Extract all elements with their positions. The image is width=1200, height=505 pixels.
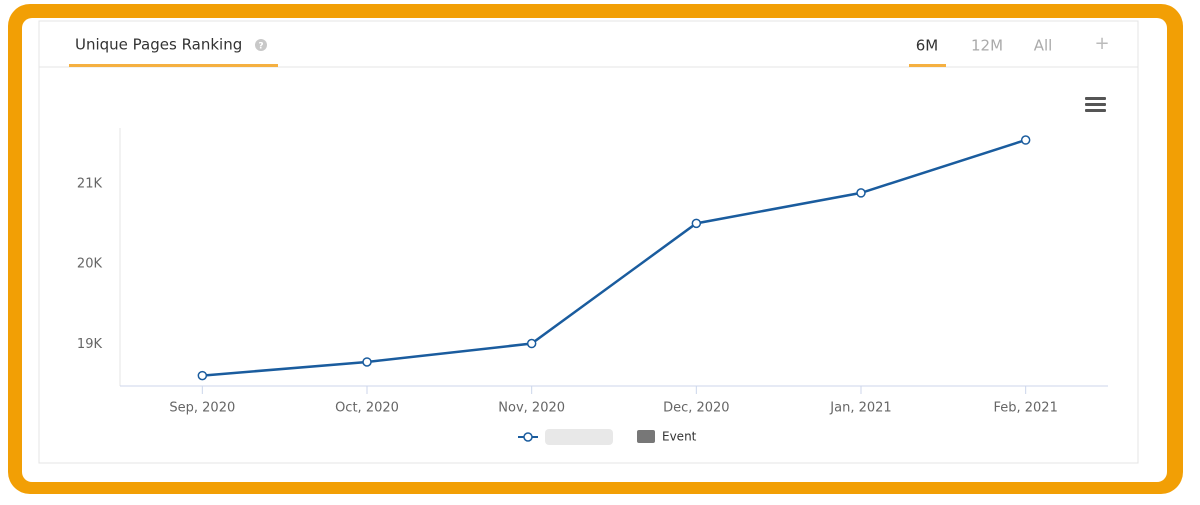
range-tab[interactable]: 6M [916,37,939,55]
menu-icon[interactable] [1085,97,1106,112]
y-tick-label: 20K [77,257,103,272]
x-tick-label: Oct, 2020 [335,401,399,416]
x-tick-label: Sep, 2020 [169,401,235,416]
legend-event-swatch [637,430,655,443]
series-line [202,138,1027,377]
menu-bar [1085,97,1106,100]
legend-blurred-label [545,429,613,445]
title-underline [69,64,278,67]
legend-event-label: Event [662,430,697,444]
menu-bar [1085,109,1106,112]
card [38,20,1139,464]
x-tick-label: Jan, 2021 [829,401,891,416]
y-tick-label: 19K [77,337,103,352]
data-point [691,218,702,229]
add-button[interactable]: + [1094,33,1109,54]
range-tab[interactable]: All [1034,37,1053,55]
menu-bar [1085,103,1106,106]
data-point [197,370,208,381]
data-point [526,338,537,349]
x-tick-label: Nov, 2020 [498,401,565,416]
y-tick-label: 21K [77,177,103,192]
range-tab[interactable]: 12M [971,37,1003,55]
x-tick-label: Dec, 2020 [663,401,730,416]
data-point [1020,135,1031,145]
help-icon[interactable] [255,39,267,51]
legend-marker [523,432,533,442]
data-point [362,357,372,367]
active-tab-underline [909,64,946,67]
x-tick-label: Feb, 2021 [993,401,1057,416]
help-icon-glyph: ? [258,42,263,52]
card-title: Unique Pages Ranking [75,36,242,54]
data-point [856,188,866,198]
